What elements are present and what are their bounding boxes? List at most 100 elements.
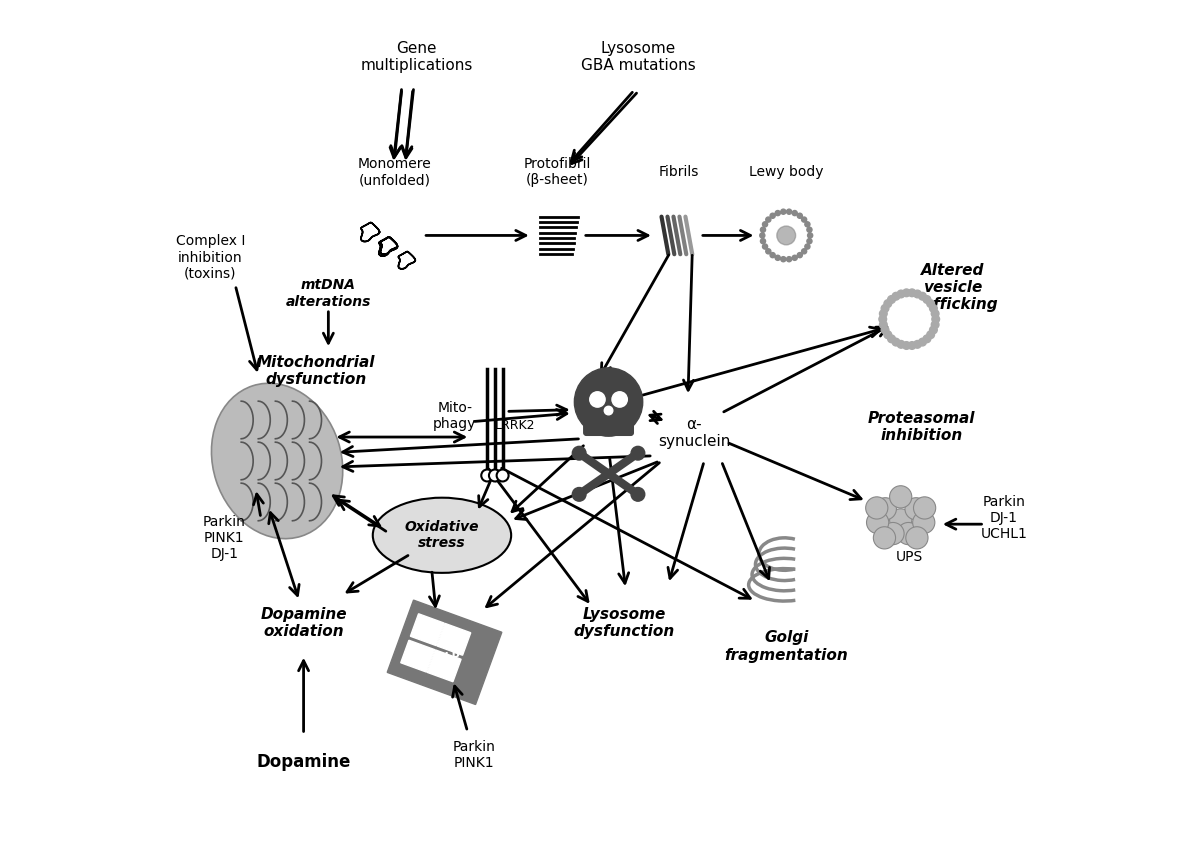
Circle shape [902, 342, 911, 350]
Circle shape [605, 406, 613, 415]
Circle shape [892, 339, 900, 346]
Circle shape [902, 289, 911, 297]
Ellipse shape [373, 498, 511, 572]
Circle shape [781, 256, 786, 261]
Circle shape [874, 527, 895, 549]
FancyBboxPatch shape [583, 408, 634, 435]
Text: Mitochondrial
dysfunction: Mitochondrial dysfunction [257, 355, 376, 387]
Circle shape [913, 340, 922, 348]
Circle shape [888, 335, 895, 343]
Circle shape [572, 446, 586, 460]
Circle shape [762, 222, 768, 227]
Text: Monomere
(unfolded): Monomere (unfolded) [358, 157, 432, 188]
Circle shape [761, 227, 766, 232]
Circle shape [770, 213, 775, 219]
Text: Parkin
PINK1
DJ-1: Parkin PINK1 DJ-1 [203, 515, 246, 561]
Circle shape [631, 446, 644, 460]
Circle shape [575, 368, 643, 436]
Text: ALP: ALP [437, 651, 461, 662]
Circle shape [913, 512, 935, 534]
Circle shape [776, 226, 796, 245]
Circle shape [931, 321, 938, 328]
Circle shape [898, 340, 905, 348]
Circle shape [881, 304, 889, 312]
Text: Mito-
phagy: Mito- phagy [433, 400, 476, 431]
Circle shape [572, 488, 586, 501]
Polygon shape [388, 600, 502, 704]
Circle shape [880, 321, 887, 328]
Circle shape [792, 211, 797, 216]
Polygon shape [410, 614, 444, 645]
Circle shape [488, 470, 500, 482]
Circle shape [481, 470, 493, 482]
Text: UPS: UPS [895, 549, 923, 564]
Circle shape [880, 310, 887, 317]
Text: Parkin
DJ-1
UCHL1: Parkin DJ-1 UCHL1 [980, 495, 1027, 542]
Circle shape [878, 315, 887, 323]
Text: Gene
multiplications: Gene multiplications [360, 41, 473, 73]
Circle shape [908, 342, 916, 350]
Text: Golgi
fragmentation: Golgi fragmentation [725, 630, 848, 662]
Text: Lewy body: Lewy body [749, 165, 823, 179]
Circle shape [883, 293, 936, 345]
Text: Dopamine: Dopamine [257, 752, 350, 770]
Circle shape [875, 498, 896, 520]
Circle shape [792, 255, 797, 261]
Text: Lysosome
GBA mutations: Lysosome GBA mutations [581, 41, 696, 73]
Circle shape [806, 227, 812, 232]
Circle shape [786, 256, 792, 261]
Circle shape [761, 238, 766, 243]
Text: Altered
vesicle
trafficking: Altered vesicle trafficking [908, 262, 997, 313]
Circle shape [913, 291, 922, 298]
Text: Fibrils: Fibrils [659, 165, 698, 179]
Text: Dopamine
oxidation: Dopamine oxidation [260, 607, 347, 639]
Text: Lysosome
dysfunction: Lysosome dysfunction [574, 607, 674, 639]
Circle shape [884, 300, 892, 308]
Text: Protofibril
(β-sheet): Protofibril (β-sheet) [523, 157, 590, 188]
Circle shape [931, 310, 938, 317]
Circle shape [919, 292, 926, 300]
Circle shape [760, 233, 764, 238]
Circle shape [923, 335, 931, 343]
Polygon shape [437, 623, 470, 656]
Circle shape [589, 392, 605, 407]
Circle shape [926, 331, 935, 339]
Circle shape [865, 497, 888, 519]
Circle shape [889, 509, 912, 531]
Circle shape [770, 253, 775, 258]
Circle shape [889, 486, 912, 508]
Circle shape [884, 331, 892, 339]
Circle shape [806, 238, 812, 243]
Circle shape [906, 527, 928, 549]
Circle shape [802, 249, 806, 254]
Circle shape [612, 392, 628, 407]
Circle shape [882, 523, 904, 545]
Circle shape [932, 315, 940, 323]
Circle shape [802, 217, 806, 222]
Circle shape [766, 249, 770, 254]
Text: LRRK2: LRRK2 [494, 419, 535, 433]
Text: Proteasomal
inhibition: Proteasomal inhibition [868, 411, 974, 443]
Circle shape [913, 497, 936, 519]
Text: Parkin
PINK1: Parkin PINK1 [452, 740, 496, 770]
Circle shape [905, 498, 928, 520]
Circle shape [866, 512, 889, 534]
Circle shape [781, 209, 786, 214]
Text: Oxidative
stress: Oxidative stress [404, 520, 479, 550]
Circle shape [908, 289, 916, 297]
Polygon shape [427, 650, 461, 681]
Circle shape [888, 296, 895, 303]
Circle shape [919, 339, 926, 346]
Circle shape [892, 292, 900, 300]
Circle shape [805, 222, 810, 227]
Circle shape [762, 244, 768, 249]
Text: Complex I
inhibition
(toxins): Complex I inhibition (toxins) [175, 235, 245, 281]
Circle shape [930, 326, 937, 333]
Circle shape [808, 233, 812, 238]
Text: mtDNA
alterations: mtDNA alterations [286, 279, 371, 309]
Circle shape [775, 255, 780, 261]
Circle shape [786, 209, 792, 214]
Circle shape [898, 291, 905, 298]
Text: α-
synuclein: α- synuclein [658, 417, 730, 449]
Circle shape [930, 304, 937, 312]
